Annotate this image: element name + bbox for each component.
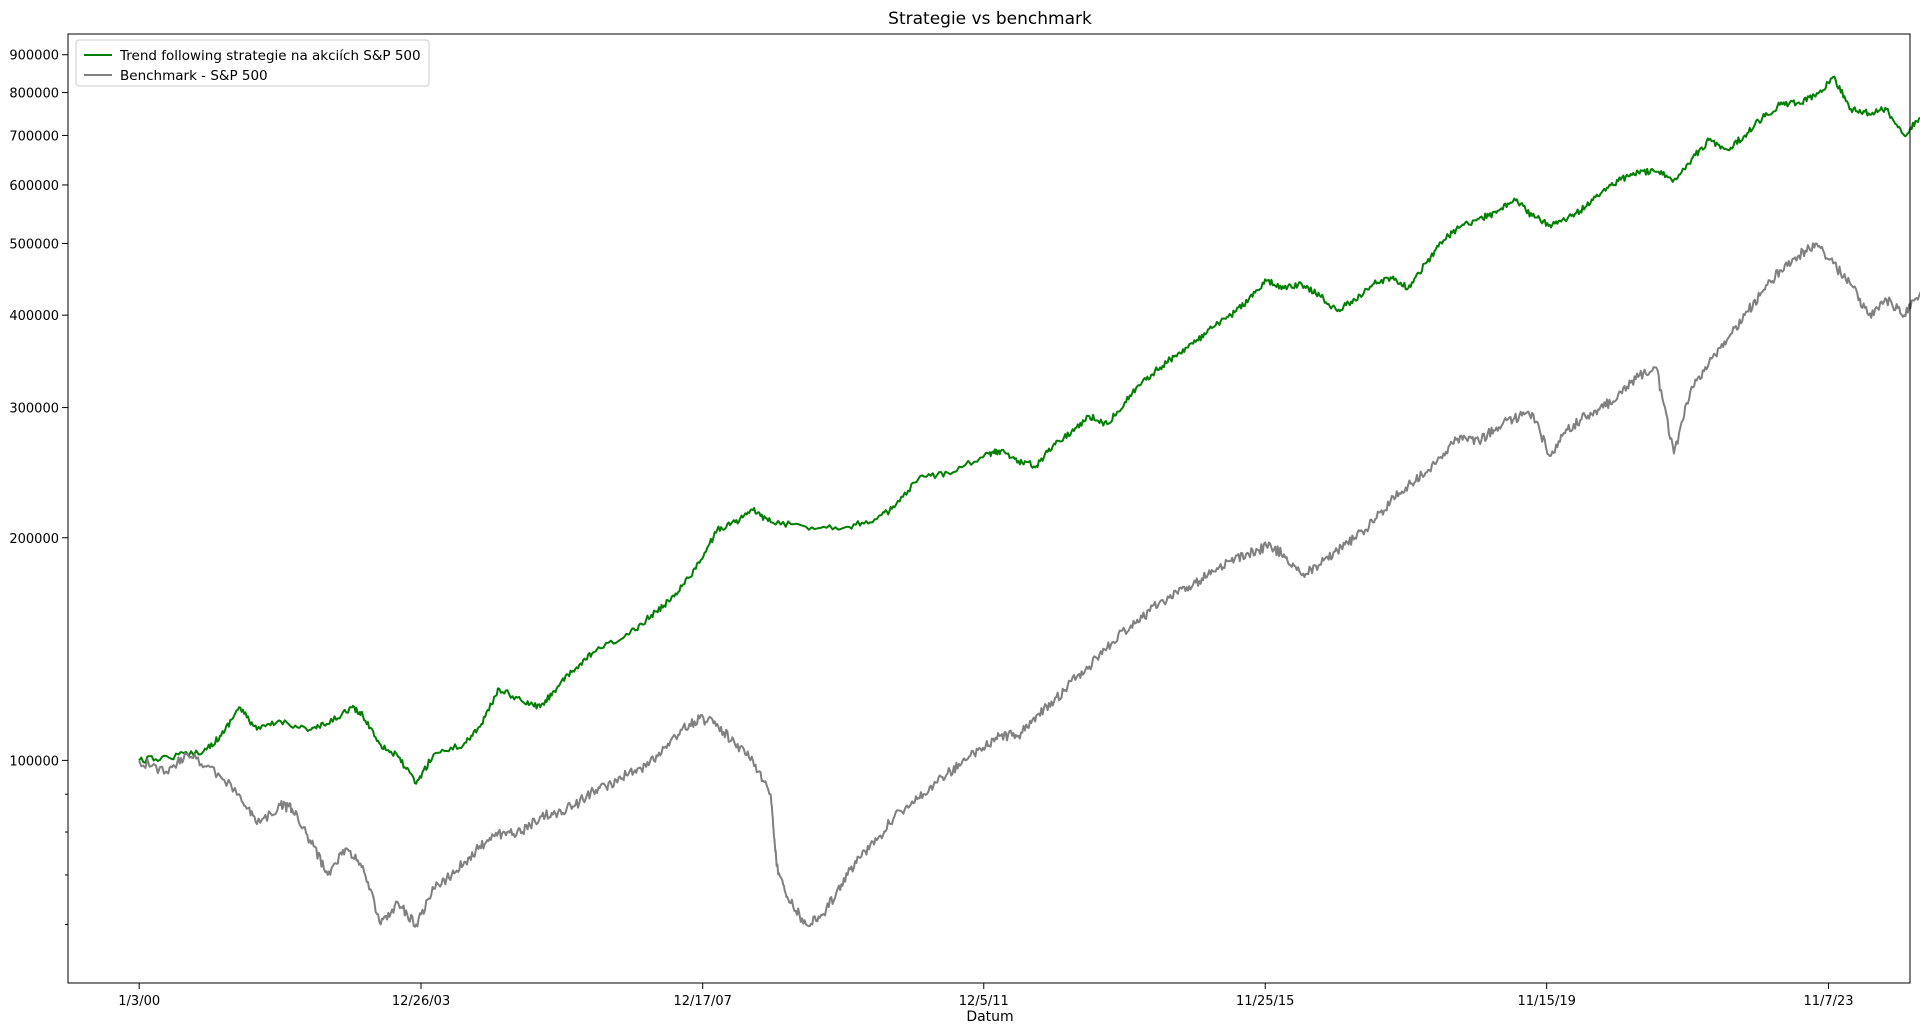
y-tick-label-1: 200000	[9, 532, 59, 547]
series-line-0	[138, 75, 1920, 785]
x-tick-label-0: 1/3/00	[118, 994, 160, 1009]
x-tick-label-3: 12/5/11	[959, 994, 1009, 1009]
y-tick-label-2: 300000	[9, 402, 59, 417]
x-tick-label-6: 11/7/23	[1803, 994, 1853, 1009]
plot-frame	[67, 33, 1911, 984]
legend-label-0: Trend following strategie na akciích S&P…	[119, 48, 421, 64]
chart-title: Strategie vs benchmark	[888, 9, 1092, 29]
legend-box	[75, 39, 430, 87]
x-tick-label-2: 12/17/07	[673, 994, 731, 1009]
x-axis: 1/3/00 12/26/03 12/17/07 12/5/11 11/25/15 11/…	[118, 983, 1854, 1009]
y-axis: 100000 200000 300000 400000 500000 600000 7000…	[9, 49, 68, 925]
x-tick-label-1: 12/26/03	[392, 994, 450, 1009]
y-tick-label-8: 900000	[9, 49, 59, 64]
y-tick-label-4: 500000	[9, 238, 59, 253]
x-tick-label-4: 11/25/15	[1236, 994, 1294, 1009]
y-tick-label-5: 600000	[9, 179, 59, 194]
series-layer	[138, 75, 1920, 928]
y-tick-label-3: 400000	[9, 309, 59, 324]
y-tick-label-6: 700000	[9, 129, 59, 144]
x-axis-label: Datum	[966, 1009, 1013, 1025]
legend-label-1: Benchmark - S&P 500	[120, 68, 268, 84]
x-tick-label-5: 11/15/19	[1517, 994, 1575, 1009]
y-tick-label-7: 800000	[9, 87, 59, 102]
legend: Trend following strategie na akciích S&P…	[75, 39, 430, 87]
y-tick-label-0: 100000	[9, 754, 59, 769]
series-line-1	[138, 242, 1920, 928]
